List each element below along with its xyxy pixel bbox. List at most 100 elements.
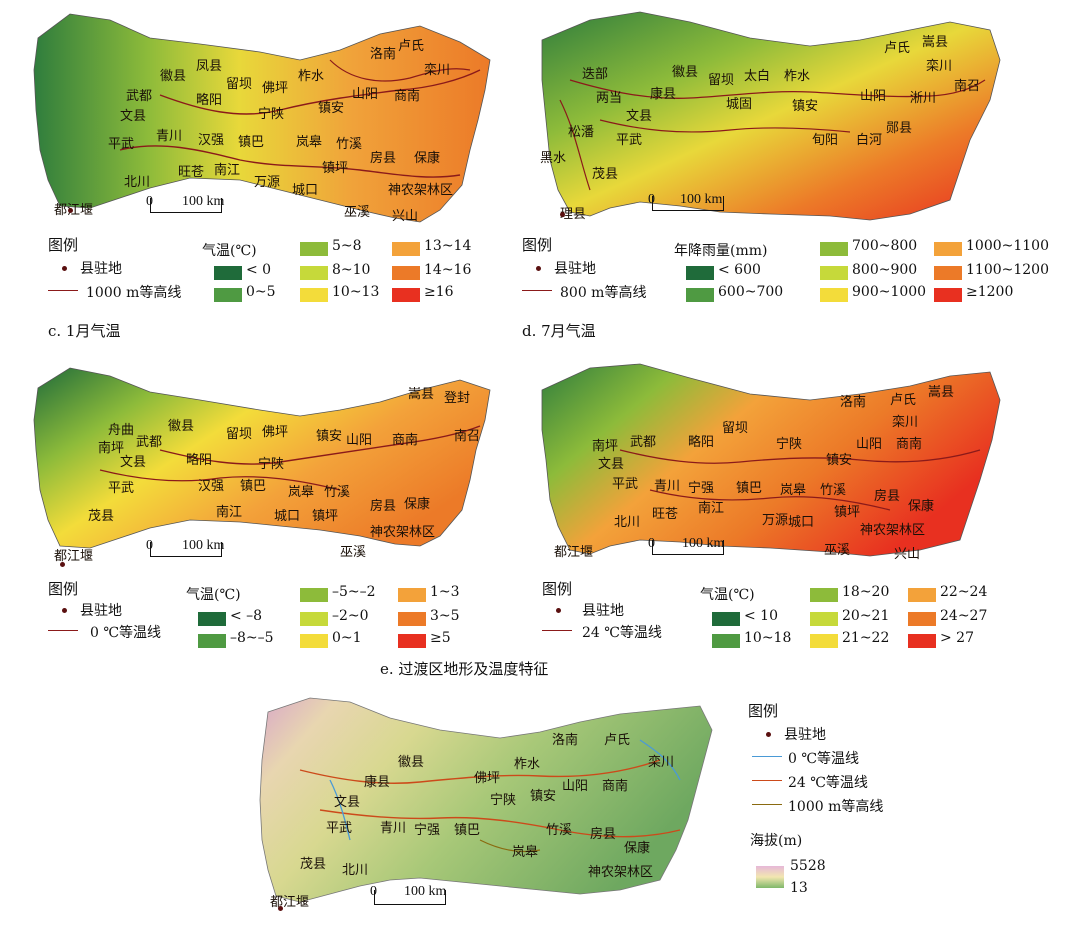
legend-class-label: 22~24 bbox=[940, 584, 988, 600]
county-label: 徽县 bbox=[168, 419, 195, 434]
county-label: 保康 bbox=[414, 151, 441, 166]
county-label: 商南 bbox=[392, 433, 419, 448]
legend-class-label: 0~5 bbox=[246, 284, 276, 300]
legend-swatch bbox=[300, 242, 328, 256]
county-label: 旺苍 bbox=[652, 507, 679, 522]
county-label: 茂县 bbox=[88, 509, 115, 524]
scale-km: 100 km bbox=[182, 538, 225, 553]
county-label: 神农架林区 bbox=[860, 523, 926, 538]
county-label: 城口 bbox=[274, 509, 301, 524]
county-label: 镇安 bbox=[316, 429, 343, 444]
county-label: 淅川 bbox=[910, 91, 937, 106]
county-label: 山阳 bbox=[856, 437, 883, 452]
county-label: 房县 bbox=[370, 499, 397, 514]
legend-swatch bbox=[214, 266, 242, 280]
county-label: 山阳 bbox=[562, 779, 589, 794]
county-label: 平武 bbox=[108, 481, 135, 496]
legend-swatch bbox=[392, 288, 420, 302]
county-label: 平武 bbox=[616, 133, 643, 148]
county-label: 茂县 bbox=[300, 857, 327, 872]
county-label: 略阳 bbox=[688, 435, 715, 450]
legend-line-symbol bbox=[48, 630, 78, 631]
legend-point-label: 县驻地 bbox=[80, 603, 122, 619]
county-label: 商南 bbox=[602, 779, 629, 794]
legend-class-label: 24~27 bbox=[940, 608, 988, 624]
legend-classes-title: 年降雨量(mm) bbox=[674, 243, 768, 259]
county-label: 宁强 bbox=[688, 481, 715, 496]
county-label: 略阳 bbox=[196, 93, 223, 108]
legend-swatch bbox=[712, 634, 740, 648]
scale-km: 100 km bbox=[182, 194, 225, 209]
county-label: 留坝 bbox=[722, 421, 749, 436]
county-label: 南召 bbox=[954, 79, 981, 94]
county-label: 镇安 bbox=[792, 99, 819, 114]
map-d-region bbox=[541, 11, 1001, 221]
legend-swatch bbox=[300, 288, 328, 302]
county-seat-marker bbox=[278, 906, 283, 911]
county-label: 青川 bbox=[654, 479, 681, 494]
legend-class-label: 21~22 bbox=[842, 630, 890, 646]
legend-classes-title: 气温(℃) bbox=[186, 587, 241, 603]
county-label: 城固 bbox=[726, 97, 753, 112]
county-label: 神农架林区 bbox=[388, 183, 454, 198]
legend-swatch bbox=[300, 588, 328, 602]
legend-swatch bbox=[810, 612, 838, 626]
county-label: 镇巴 bbox=[238, 135, 265, 150]
county-label: 栾川 bbox=[648, 755, 675, 770]
legend-class-label: 0~1 bbox=[332, 630, 362, 646]
county-label: 文县 bbox=[120, 109, 147, 124]
map-panel-d-july: 洛南 卢氏 嵩县 南坪 武都 留坝 栾川 略阳 宁陕 山阳 商南 文县 镇安 平… bbox=[530, 350, 1072, 650]
legend-classes-title: 气温(℃) bbox=[700, 587, 755, 603]
scale-zero: 0 bbox=[370, 884, 377, 899]
scale-bar bbox=[652, 540, 724, 555]
county-label: 商南 bbox=[394, 89, 421, 104]
county-label: 宁陕 bbox=[776, 437, 803, 452]
legend-classes-title: 气温(℃) bbox=[202, 243, 257, 259]
scale-bar bbox=[374, 890, 446, 905]
county-label: 神农架林区 bbox=[588, 865, 654, 880]
legend-swatch bbox=[198, 612, 226, 626]
county-label: 两当 bbox=[596, 91, 623, 106]
county-label: 武都 bbox=[630, 435, 657, 450]
county-label: 竹溪 bbox=[546, 823, 573, 838]
county-label: 卢氏 bbox=[604, 733, 631, 748]
county-label: 镇坪 bbox=[834, 505, 861, 520]
legend-class-label: 1~3 bbox=[430, 584, 460, 600]
county-label: 岚皋 bbox=[296, 135, 323, 150]
legend-line-label: 0 ℃等温线 bbox=[90, 625, 162, 641]
county-label: 徽县 bbox=[398, 755, 425, 770]
scale-zero: 0 bbox=[146, 194, 153, 209]
legend-swatch bbox=[712, 612, 740, 626]
legend-swatch bbox=[398, 634, 426, 648]
legend-class-label: 10~18 bbox=[744, 630, 792, 646]
county-label: 平武 bbox=[108, 137, 135, 152]
county-label: 太白 bbox=[744, 69, 771, 84]
county-label: 文县 bbox=[120, 455, 147, 470]
map-d-july-region bbox=[541, 363, 1001, 557]
legend-swatch bbox=[398, 612, 426, 626]
legend-class-label: 600~700 bbox=[718, 284, 784, 300]
legend-class-label: > 27 bbox=[940, 630, 974, 646]
county-label: 山阳 bbox=[352, 87, 379, 102]
county-label: 旺苍 bbox=[178, 165, 205, 180]
legend-swatch bbox=[686, 266, 714, 280]
county-label: 栾川 bbox=[892, 415, 919, 430]
county-seat-symbol bbox=[766, 732, 771, 737]
county-label: 竹溪 bbox=[820, 483, 847, 498]
legend-title: 图例 bbox=[48, 580, 79, 598]
county-label: 黑水 bbox=[540, 151, 567, 166]
county-label: 巫溪 bbox=[824, 543, 851, 558]
legend-class-label: < 0 bbox=[246, 262, 272, 278]
county-label: 宁陕 bbox=[490, 793, 517, 808]
county-label: 宁强 bbox=[414, 823, 441, 838]
legend-line-0c-label: 0 ℃等温线 bbox=[788, 751, 860, 767]
county-label: 洛南 bbox=[552, 733, 579, 748]
county-label: 武都 bbox=[126, 89, 153, 104]
county-label: 保康 bbox=[908, 499, 935, 514]
legend-line-24c-symbol bbox=[752, 780, 782, 781]
county-label: 汉强 bbox=[198, 479, 225, 494]
legend-swatch bbox=[820, 242, 848, 256]
county-label: 迭部 bbox=[582, 67, 609, 82]
county-label: 山阳 bbox=[860, 89, 887, 104]
county-label: 卢氏 bbox=[890, 393, 917, 408]
